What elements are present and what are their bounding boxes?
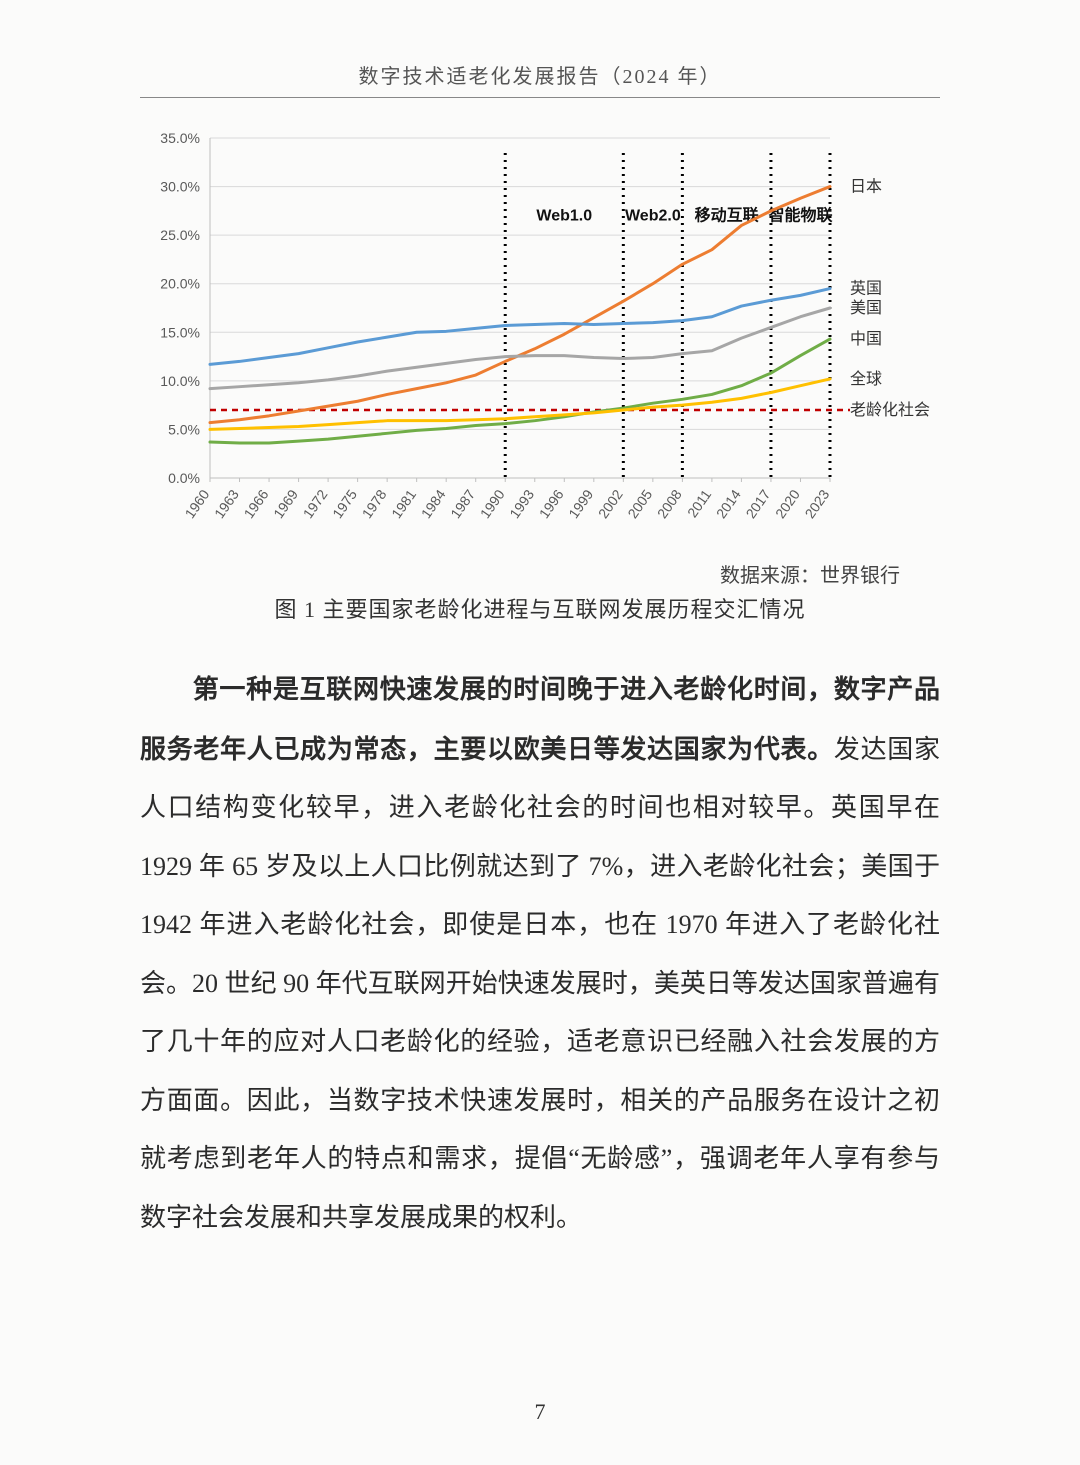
body-rest: 发达国家人口结构变化较早，进入老龄化社会的时间也相对较早。英国早在 1929 年…: [140, 735, 940, 1232]
svg-text:15.0%: 15.0%: [160, 324, 200, 340]
svg-text:1978: 1978: [359, 486, 390, 521]
svg-text:中国: 中国: [850, 330, 882, 348]
svg-text:10.0%: 10.0%: [160, 373, 200, 389]
svg-text:2014: 2014: [713, 486, 744, 521]
aging-internet-chart: 0.0% 5.0% 10.0% 15.0% 20.0% 25.0% 30.0% 35.0% 19…: [130, 128, 990, 548]
svg-text:1999: 1999: [565, 486, 596, 521]
svg-text:1975: 1975: [329, 486, 360, 521]
svg-text:2002: 2002: [595, 486, 626, 521]
svg-text:5.0%: 5.0%: [168, 421, 200, 437]
svg-text:1987: 1987: [447, 486, 478, 521]
svg-text:1963: 1963: [211, 486, 242, 521]
svg-text:30.0%: 30.0%: [160, 179, 200, 195]
svg-text:日本: 日本: [850, 178, 882, 196]
svg-text:2020: 2020: [772, 486, 803, 521]
svg-text:1969: 1969: [270, 486, 301, 521]
svg-text:2023: 2023: [801, 486, 832, 521]
body-bold: 第一种是互联网快速发展的时间晚于进入老龄化时间，数字产品服务老年人已成为常态，主…: [140, 674, 940, 764]
chart-container: 0.0% 5.0% 10.0% 15.0% 20.0% 25.0% 30.0% 35.0% 19…: [130, 128, 1000, 553]
svg-text:25.0%: 25.0%: [160, 227, 200, 243]
svg-text:1984: 1984: [418, 486, 449, 521]
document-page: 数字技术适老化发展报告（2024 年） 0.0% 5.0% 10.0% 15.0% 20…: [0, 0, 1080, 1465]
svg-text:35.0%: 35.0%: [160, 130, 200, 146]
svg-text:1993: 1993: [506, 486, 537, 521]
svg-text:老龄化社会: 老龄化社会: [850, 401, 930, 419]
svg-text:1996: 1996: [536, 486, 567, 521]
page-number: 7: [0, 1399, 1080, 1425]
svg-text:1960: 1960: [181, 486, 212, 521]
svg-text:英国: 英国: [850, 280, 882, 298]
chart-source: 数据来源：世界银行: [140, 559, 900, 588]
svg-text:美国: 美国: [850, 299, 882, 317]
svg-text:0.0%: 0.0%: [168, 470, 200, 486]
svg-text:2005: 2005: [624, 486, 655, 521]
svg-text:20.0%: 20.0%: [160, 276, 200, 292]
svg-text:2008: 2008: [654, 486, 685, 521]
body-paragraph: 第一种是互联网快速发展的时间晚于进入老龄化时间，数字产品服务老年人已成为常态，主…: [140, 660, 940, 1247]
svg-text:1966: 1966: [241, 486, 272, 521]
svg-text:Web2.0: Web2.0: [625, 208, 681, 225]
page-header: 数字技术适老化发展报告（2024 年）: [140, 60, 940, 98]
svg-text:全球: 全球: [850, 370, 882, 388]
chart-caption: 图 1 主要国家老龄化进程与互联网发展历程交汇情况: [140, 592, 940, 624]
svg-text:2011: 2011: [684, 486, 714, 520]
svg-text:1990: 1990: [477, 486, 508, 521]
svg-text:1972: 1972: [300, 486, 331, 521]
svg-text:1981: 1981: [388, 486, 419, 521]
svg-text:Web1.0: Web1.0: [536, 208, 592, 225]
svg-text:2017: 2017: [742, 486, 773, 521]
